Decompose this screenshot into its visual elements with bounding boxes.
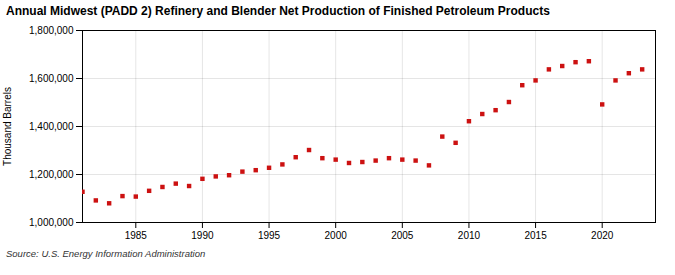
svg-text:2020: 2020 bbox=[591, 230, 614, 241]
svg-text:1,600,000: 1,600,000 bbox=[29, 73, 74, 84]
svg-text:2005: 2005 bbox=[391, 230, 414, 241]
svg-text:1,200,000: 1,200,000 bbox=[29, 169, 74, 180]
html-text:Annual Midwest (PADD 2) Refine: Annual Midwest (PADD 2) Refinery and Ble… bbox=[6, 4, 550, 18]
svg-text:1990: 1990 bbox=[191, 230, 214, 241]
svg-text:1,800,000: 1,800,000 bbox=[29, 25, 74, 36]
html-text:Source: U.S. Energy Informatio: Source: U.S. Energy Information Administ… bbox=[6, 248, 206, 259]
svg-text:2010: 2010 bbox=[458, 230, 481, 241]
svg-text:1,000,000: 1,000,000 bbox=[29, 217, 74, 228]
svg-text:1,400,000: 1,400,000 bbox=[29, 121, 74, 132]
svg-text:1985: 1985 bbox=[125, 230, 148, 241]
svg-text:2000: 2000 bbox=[325, 230, 348, 241]
svg-text:2015: 2015 bbox=[524, 230, 547, 241]
svg-text:Thousand Barrels: Thousand Barrels bbox=[2, 87, 13, 166]
svg-text:1995: 1995 bbox=[258, 230, 281, 241]
